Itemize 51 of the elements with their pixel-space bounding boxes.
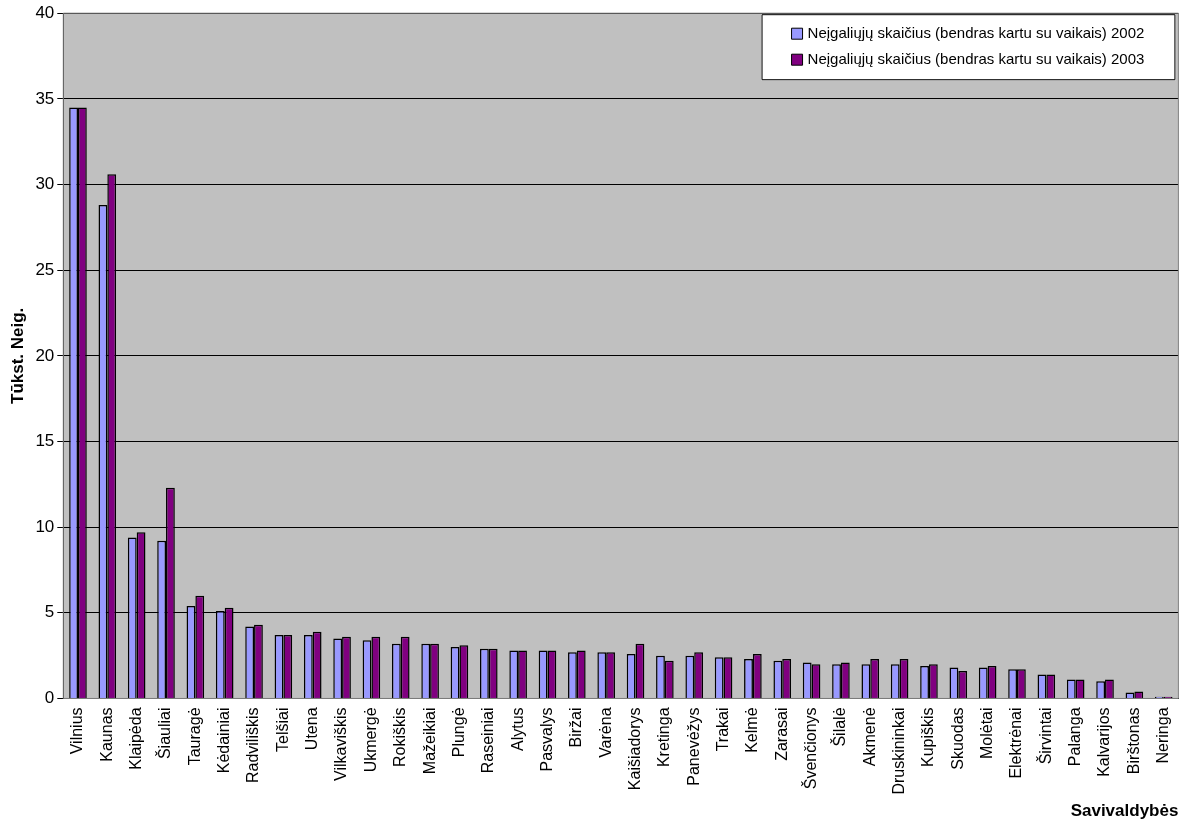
x-tick-label: Alytus — [508, 707, 526, 752]
x-tick-label: Utena — [303, 707, 321, 751]
x-tick-label: Klaipėda — [127, 707, 145, 770]
x-tick-label: Vilnius — [68, 707, 86, 755]
x-tick-label: Tauragė — [185, 707, 203, 766]
x-tick-label: Varėna — [596, 707, 614, 758]
y-axis-title: Tūkst. Neig. — [7, 307, 27, 405]
x-tick-label: Radviliškis — [244, 707, 262, 784]
x-tick-label: Neringa — [1154, 707, 1172, 764]
x-tick-label: Skuodas — [948, 707, 966, 770]
x-tick-label: Palanga — [1066, 707, 1084, 767]
x-tick-label: Ukmergė — [361, 707, 379, 773]
y-tick-label: 5 — [44, 602, 55, 622]
x-tick-label: Švenčionys — [801, 707, 819, 790]
y-tick-label: 35 — [35, 88, 55, 108]
x-tick-label: Elektrėnai — [1007, 707, 1025, 779]
x-tick-label: Panevėžys — [684, 707, 702, 786]
x-tick-label: Kalvarijos — [1095, 707, 1113, 777]
legend-label: Neįgaliųjų skaičius (bendras kartu su vaikais) 2002 — [807, 24, 1145, 42]
x-tick-label: Plungė — [449, 707, 467, 758]
x-tick-label: Raseiniai — [479, 707, 497, 774]
x-tick-label: Zarasai — [772, 707, 790, 761]
x-tick-label: Druskininkai — [890, 707, 908, 795]
x-tick-label: Birštonas — [1124, 707, 1142, 775]
y-tick-label: 15 — [35, 431, 55, 451]
legend-label: Neįgaliųjų skaičius (bendras kartu su vaikais) 2003 — [807, 50, 1145, 68]
y-tick-label: 40 — [35, 2, 55, 22]
x-tick-label: Kėdainiai — [215, 707, 233, 774]
x-tick-label: Molėtai — [978, 707, 996, 760]
x-tick-label: Akmenė — [860, 707, 878, 767]
x-tick-label: Biržai — [567, 707, 585, 748]
x-axis-title: Savivaldybės — [1070, 801, 1179, 821]
x-tick-label: Širvintai — [1035, 707, 1054, 765]
y-tick-label: 0 — [44, 688, 55, 708]
x-tick-label: Vilkaviškis — [332, 707, 350, 781]
x-tick-label: Kupiškis — [919, 707, 937, 768]
x-tick-label: Kaišiadorys — [625, 707, 643, 791]
x-tick-label: Telšiai — [273, 707, 291, 752]
x-tick-label: Mažeikiai — [420, 707, 438, 775]
y-tick-label: 25 — [35, 259, 55, 279]
x-tick-label: Kelmė — [743, 707, 761, 753]
y-tick-label: 30 — [35, 174, 55, 194]
x-tick-label: Kretinga — [655, 707, 673, 768]
x-tick-label: Kaunas — [97, 707, 115, 762]
x-tick-label: Rokiškis — [391, 707, 409, 768]
x-tick-label: Šiauliai — [155, 707, 174, 760]
x-tick-label: Trakai — [713, 707, 731, 752]
y-tick-label: 20 — [35, 345, 55, 365]
y-tick-label: 10 — [35, 516, 55, 536]
x-tick-label: Šilalė — [830, 707, 849, 747]
x-tick-label: Pasvalys — [537, 707, 555, 772]
